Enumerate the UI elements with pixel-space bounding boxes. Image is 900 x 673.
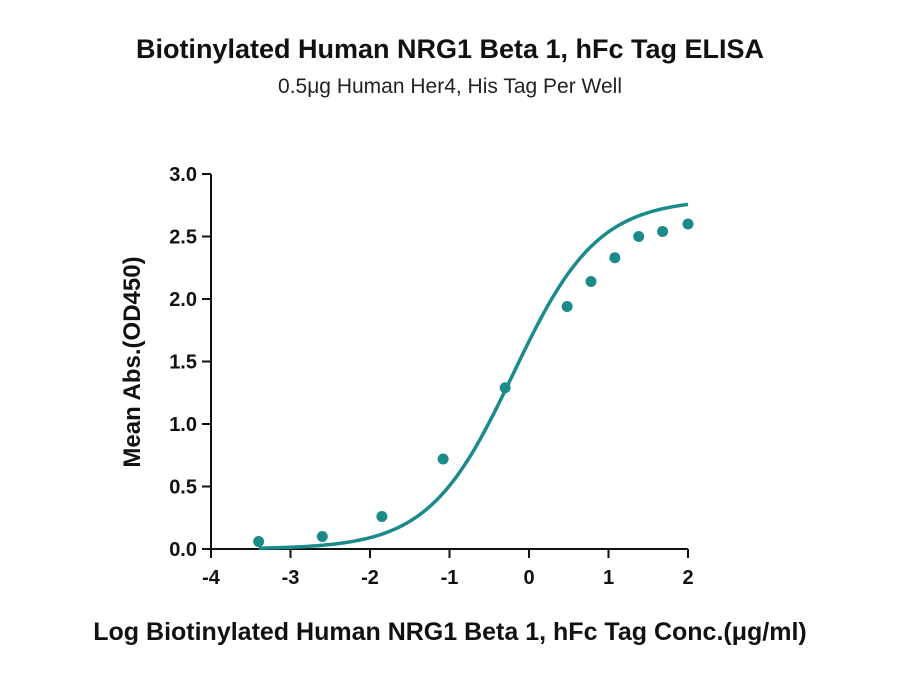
chart-axes [210,174,688,550]
x-tick-label: -3 [282,567,300,589]
y-tick-label: 3.0 [169,164,197,186]
y-tick-label: 2.0 [169,289,197,311]
data-point [437,453,449,465]
data-points [253,218,694,547]
data-point [499,382,511,394]
data-point [561,301,573,312]
y-tick-label: 0.0 [169,539,197,561]
x-tick-label: -1 [441,567,459,589]
y-axis-title: Mean Abs.(OD450) [119,256,146,467]
x-tick-label: -4 [202,567,221,589]
y-tick-label: 1.5 [169,352,197,374]
data-point [253,536,265,547]
y-tick-label: 1.0 [169,414,197,436]
fit-curve [258,202,689,550]
data-point [585,276,597,287]
x-axis-title: Log Biotinylated Human NRG1 Beta 1, hFc … [93,618,807,646]
data-point [376,511,388,522]
chart-subtitle: 0.5μg Human Her4, His Tag Per Well [278,75,622,98]
data-point [633,231,645,242]
x-tick-label: 0 [523,567,534,589]
x-tick-label: -2 [361,567,379,589]
chart-title: Biotinylated Human NRG1 Beta 1, hFc Tag … [135,34,765,64]
x-tick-label: 2 [682,567,693,589]
y-ticks: 0.0 0.5 1.0 1.5 2.0 2.5 3.0 [169,164,211,561]
x-tick-label: 1 [603,567,614,589]
y-tick-label: 0.5 [169,477,197,499]
data-point [609,252,621,264]
data-point [657,226,669,237]
data-point [682,218,694,230]
y-tick-label: 2.5 [169,227,197,249]
data-point [316,531,328,542]
x-ticks: -4 -3 -2 -1 0 1 2 [202,549,694,589]
